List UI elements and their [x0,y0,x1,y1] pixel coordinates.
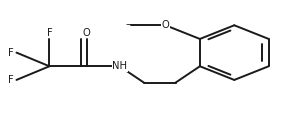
Text: NH: NH [112,61,127,71]
Text: F: F [8,48,14,58]
Text: F: F [47,28,52,38]
Text: O: O [162,20,169,30]
Text: F: F [8,75,14,85]
Text: —: — [125,19,137,29]
Text: O: O [83,28,90,38]
